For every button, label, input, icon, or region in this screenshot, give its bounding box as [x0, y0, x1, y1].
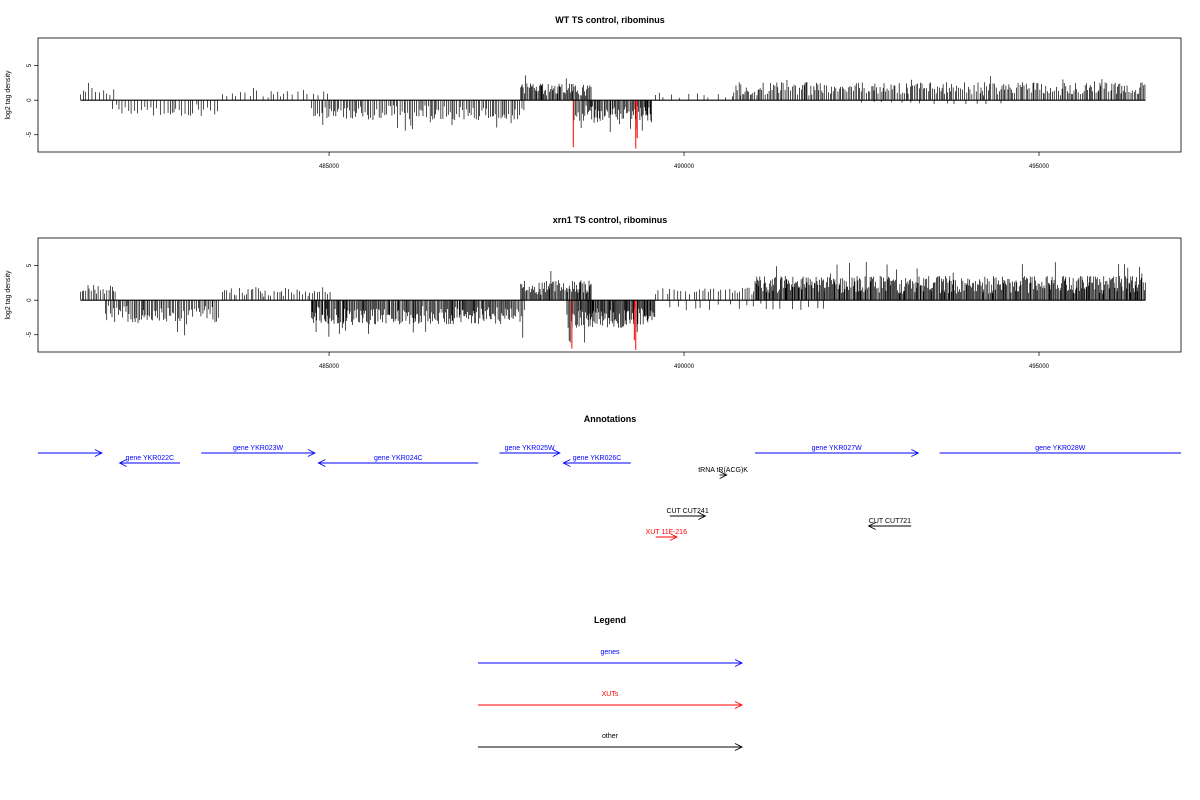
- feature-arrowhead: [317, 459, 326, 467]
- annotation-features: gene YKR022C gene YKR023W gene YKR024C gene…: [38, 445, 1181, 541]
- legend-title: Legend: [594, 615, 626, 625]
- legend-label: XUTs: [602, 691, 619, 698]
- feature-label: gene YKR028W: [1035, 445, 1085, 452]
- feature-arrowhead: [911, 449, 920, 457]
- annotation-feature: gene YKR028W: [939, 445, 1181, 454]
- legend-item: other: [478, 733, 744, 751]
- x-tick-label: 495000: [1029, 364, 1050, 370]
- feature-label: gene YKR024C: [374, 455, 423, 462]
- x-tick-label: 485000: [319, 364, 340, 370]
- feature-label: CUT CUT241: [666, 508, 708, 515]
- legend-panel: Legend genes XUTs other: [478, 615, 744, 751]
- feature-arrowhead: [552, 449, 561, 457]
- annotation-feature: gene YKR022C: [118, 455, 180, 467]
- annotation-feature: gene YKR025W: [499, 445, 561, 457]
- legend-item: genes: [478, 649, 744, 667]
- y-tick-label: 5: [27, 263, 33, 267]
- xrn1-track-panel: xrn1 TS control, ribominus log2 tag dens…: [5, 215, 1182, 370]
- wt-y-ticks: -5 0 5: [27, 63, 38, 137]
- xrn1-y-ticks: -5 0 5: [27, 263, 38, 337]
- annotation-feature: CUT CUT241: [666, 508, 709, 520]
- feature-label: gene YKR022C: [126, 455, 175, 462]
- feature-label: gene YKR027W: [812, 445, 862, 452]
- annotation-feature: tRNA tR(ACG)K: [698, 467, 748, 479]
- y-tick-label: 5: [27, 63, 33, 67]
- feature-arrowhead: [307, 449, 316, 457]
- wt-track-title: WT TS control, ribominus: [555, 15, 665, 25]
- feature-arrowhead: [867, 522, 876, 530]
- annotation-feature: CUT CUT721: [867, 518, 912, 530]
- wt-x-ticks: 485000 490000 495000: [319, 152, 1050, 170]
- feature-arrowhead: [562, 459, 571, 467]
- legend-item: XUTs: [478, 691, 744, 709]
- legend-label: other: [602, 733, 619, 740]
- legend-arrowhead: [734, 743, 744, 751]
- xrn1-track-title: xrn1 TS control, ribominus: [553, 215, 668, 225]
- wt-y-axis-label: log2 tag density: [5, 70, 12, 120]
- y-tick-label: -5: [27, 331, 33, 337]
- feature-label: gene YKR023W: [233, 445, 283, 452]
- feature-arrowhead: [719, 471, 728, 479]
- feature-label: CUT CUT721: [869, 518, 911, 525]
- wt-track-panel: WT TS control, ribominus log2 tag densit…: [5, 15, 1182, 170]
- xrn1-y-axis-label: log2 tag density: [5, 270, 12, 320]
- y-tick-label: 0: [27, 98, 33, 102]
- x-tick-label: 490000: [674, 164, 695, 170]
- annotation-feature: XUT 11F-216: [646, 529, 687, 541]
- legend-label: genes: [600, 649, 620, 656]
- feature-label: XUT 11F-216: [646, 529, 687, 536]
- feature-arrowhead: [669, 533, 678, 541]
- annotations-title: Annotations: [584, 414, 637, 424]
- y-tick-label: -5: [27, 131, 33, 137]
- xrn1-plot-frame: [37, 237, 1182, 353]
- feature-arrowhead: [94, 449, 103, 457]
- x-tick-label: 485000: [319, 164, 340, 170]
- xrn1-signal-bars: [80, 261, 1146, 350]
- xrn1-x-ticks: 485000 490000 495000: [319, 352, 1050, 370]
- wt-signal-bars: [80, 75, 1146, 149]
- annotation-feature: gene YKR026C: [562, 455, 631, 467]
- y-tick-label: 0: [27, 298, 33, 302]
- x-tick-label: 495000: [1029, 164, 1050, 170]
- annotation-feature: [38, 449, 103, 457]
- feature-arrowhead: [698, 512, 707, 520]
- wt-plot-frame: [37, 37, 1182, 153]
- legend-items: genes XUTs other: [478, 649, 744, 751]
- feature-arrowhead: [118, 459, 127, 467]
- feature-label: gene YKR026C: [573, 455, 622, 462]
- legend-arrowhead: [734, 659, 744, 667]
- feature-label: tRNA tR(ACG)K: [698, 467, 748, 474]
- legend-arrowhead: [734, 701, 744, 709]
- annotation-feature: gene YKR024C: [317, 455, 479, 467]
- x-tick-label: 490000: [674, 364, 695, 370]
- annotation-feature: gene YKR023W: [201, 445, 316, 457]
- annotation-feature: gene YKR027W: [755, 445, 920, 457]
- feature-label: gene YKR025W: [505, 445, 555, 452]
